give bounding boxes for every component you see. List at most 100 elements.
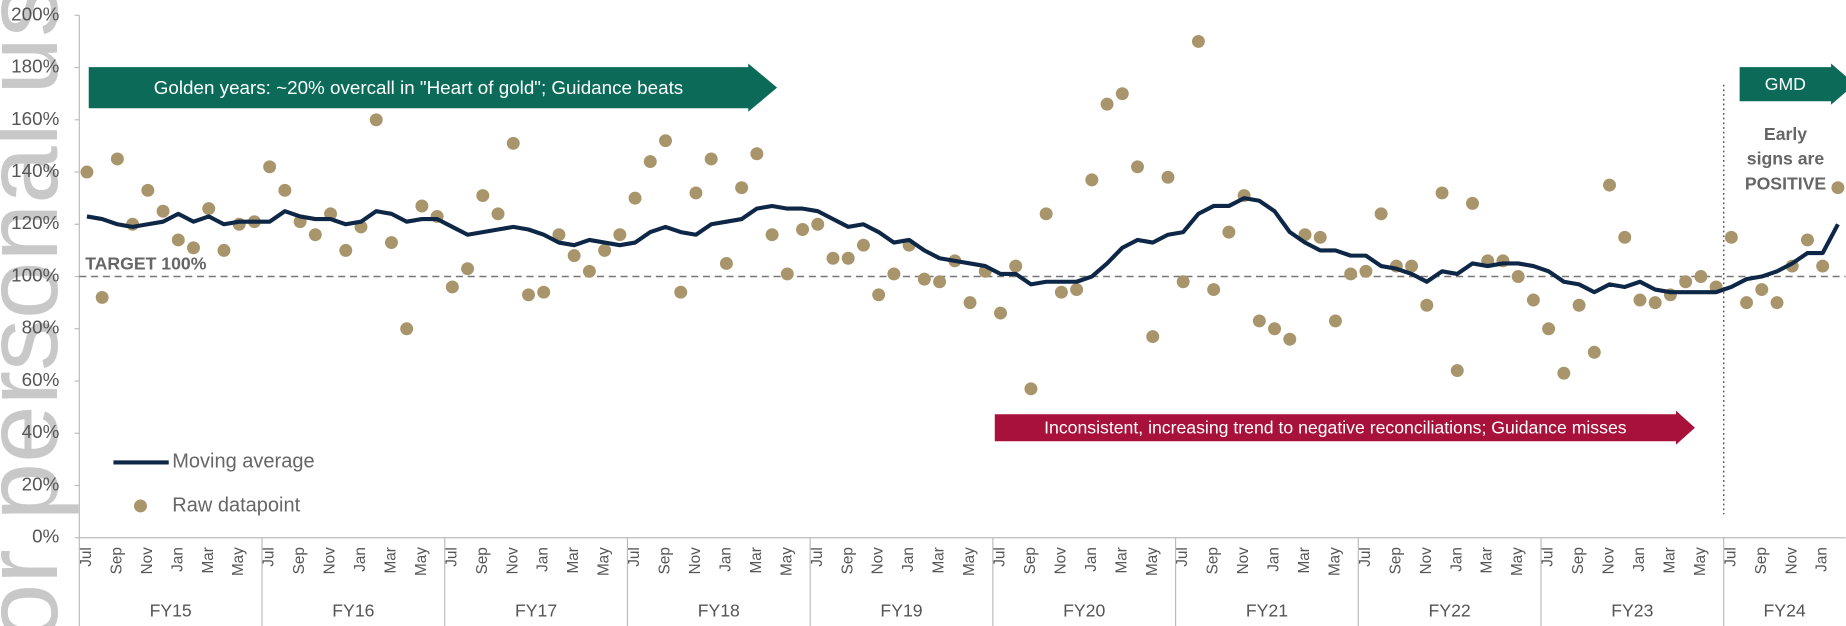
- y-tick-label: 20%: [22, 473, 60, 494]
- raw-datapoint: [1542, 322, 1556, 336]
- raw-datapoint: [202, 202, 216, 216]
- x-tick-label: Sep: [839, 547, 856, 574]
- raw-datapoint: [1176, 275, 1190, 289]
- fy-label: FY21: [1246, 601, 1288, 621]
- x-tick-label: Jul: [626, 547, 643, 567]
- annotation-arrow: [1739, 63, 1846, 105]
- raw-datapoint: [598, 243, 612, 257]
- raw-datapoint: [187, 241, 200, 255]
- raw-datapoint: [1466, 196, 1479, 210]
- legend-swatch: [134, 499, 147, 513]
- x-tick-label: Sep: [657, 547, 674, 574]
- x-tick-label: May: [1692, 547, 1709, 576]
- x-tick-label: Nov: [139, 547, 156, 575]
- y-tick-label: 180%: [11, 56, 59, 77]
- x-tick-label: May: [230, 547, 247, 576]
- x-tick-label: Jan: [900, 547, 917, 572]
- raw-datapoint: [872, 288, 886, 302]
- fy-label: FY15: [150, 601, 192, 621]
- raw-datapoint: [461, 262, 475, 276]
- x-tick-label: Jan: [717, 547, 734, 572]
- x-tick-label: Jul: [1174, 547, 1191, 567]
- raw-datapoint: [80, 165, 94, 179]
- raw-datapoint: [765, 228, 779, 242]
- raw-datapoint: [1191, 34, 1205, 48]
- raw-datapoint: [689, 186, 703, 200]
- raw-datapoint: [582, 264, 596, 278]
- x-tick-label: Sep: [474, 547, 491, 574]
- raw-datapoint: [735, 181, 749, 195]
- raw-datapoint: [1344, 267, 1358, 281]
- raw-datapoint: [1222, 225, 1236, 239]
- legend-label: Moving average: [172, 451, 314, 473]
- x-tick-label: May: [961, 547, 978, 576]
- x-tick-label: Jul: [1357, 547, 1374, 567]
- x-tick-label: Nov: [1235, 547, 1252, 575]
- raw-datapoint: [1252, 314, 1266, 328]
- raw-datapoint: [171, 233, 185, 247]
- x-tick-label: Jan: [352, 547, 369, 572]
- fy-label: FY18: [698, 601, 740, 621]
- raw-datapoint: [994, 306, 1007, 320]
- x-tick-label: May: [778, 547, 795, 576]
- raw-datapoint: [384, 236, 398, 250]
- raw-datapoint: [780, 267, 794, 281]
- x-tick-label: Sep: [1753, 547, 1770, 574]
- x-tick-label: Nov: [322, 547, 339, 575]
- x-tick-label: Nov: [504, 547, 521, 575]
- raw-datapoint: [476, 189, 490, 203]
- raw-datapoint: [567, 249, 581, 263]
- raw-datapoint: [369, 113, 383, 127]
- x-tick-label: Jul: [261, 547, 278, 567]
- x-tick-label: Jul: [78, 547, 95, 567]
- x-tick-label: May: [413, 547, 430, 576]
- note-text: signs are: [1747, 149, 1825, 169]
- x-tick-label: Jan: [169, 547, 186, 572]
- y-tick-label: 120%: [11, 212, 59, 233]
- fy-label: FY24: [1764, 601, 1806, 621]
- raw-datapoint: [1100, 97, 1114, 111]
- x-tick-label: Jul: [809, 547, 826, 567]
- x-tick-label: May: [1144, 547, 1161, 576]
- x-tick-label: Nov: [687, 547, 704, 575]
- x-tick-label: Jan: [1266, 547, 1283, 572]
- raw-datapoint: [1405, 259, 1419, 273]
- raw-datapoint: [1115, 87, 1129, 101]
- y-tick-label: 200%: [11, 3, 59, 24]
- raw-datapoint: [1374, 207, 1388, 221]
- x-tick-label: Nov: [1418, 547, 1435, 575]
- raw-datapoint: [643, 155, 657, 169]
- raw-datapoint: [1572, 298, 1586, 312]
- x-tick-label: Jan: [1631, 547, 1648, 572]
- note-text: Early: [1764, 124, 1807, 144]
- x-tick-label: Mar: [200, 547, 217, 573]
- raw-datapoint: [1146, 330, 1160, 344]
- note-text: POSITIVE: [1745, 173, 1827, 193]
- raw-datapoint: [1816, 259, 1830, 273]
- raw-datapoint: [674, 285, 688, 299]
- x-tick-label: May: [596, 547, 613, 576]
- raw-datapoint: [1207, 283, 1221, 297]
- raw-datapoint: [400, 322, 414, 336]
- annotation-text: Inconsistent, increasing trend to negati…: [1044, 418, 1627, 438]
- annotation-text: Golden years: ~20% overcall in "Heart of…: [154, 77, 683, 98]
- annotation-arrow: [88, 63, 778, 112]
- x-tick-label: Sep: [1387, 547, 1404, 574]
- x-tick-label: Mar: [1479, 547, 1496, 573]
- raw-datapoint: [263, 160, 277, 174]
- raw-datapoint: [1070, 283, 1084, 297]
- raw-datapoint: [1618, 230, 1632, 244]
- raw-datapoint: [1511, 270, 1525, 283]
- raw-datapoint: [856, 238, 870, 252]
- x-tick-label: Mar: [931, 547, 948, 573]
- raw-datapoint: [1603, 178, 1616, 192]
- x-tick-label: Jul: [1540, 547, 1557, 567]
- raw-datapoint: [1313, 230, 1327, 244]
- raw-datapoint: [1633, 293, 1647, 307]
- raw-datapoint: [506, 136, 520, 150]
- x-tick-label: Mar: [565, 547, 582, 573]
- raw-datapoint: [1054, 285, 1068, 299]
- raw-datapoint: [1831, 181, 1845, 195]
- x-tick-label: Sep: [108, 547, 125, 574]
